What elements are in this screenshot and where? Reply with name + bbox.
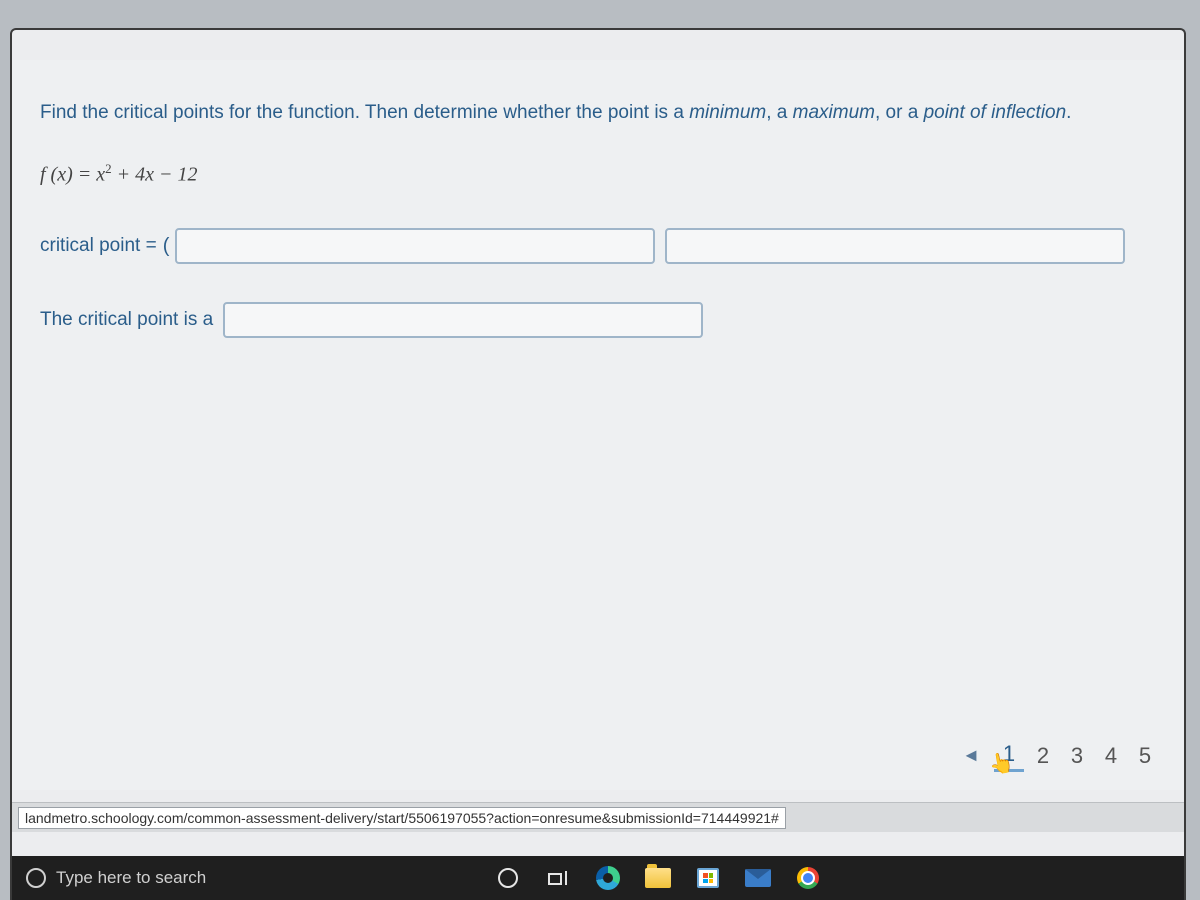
pager-page-4[interactable]: 4 <box>1096 741 1126 771</box>
taskbar-search-placeholder: Type here to search <box>56 868 206 888</box>
windows-taskbar: Type here to search <box>12 856 1184 900</box>
eqn-lhs: f (x) = <box>40 163 96 185</box>
question-panel: Find the critical points for the functio… <box>12 60 1184 790</box>
function-equation: f (x) = x2 + 4x − 12 <box>40 161 1156 187</box>
task-view-button[interactable] <box>534 858 582 898</box>
term-inflection: point of inflection <box>924 102 1067 123</box>
classification-input[interactable] <box>223 302 703 338</box>
term-minimum: minimum <box>689 102 766 123</box>
file-explorer-button[interactable] <box>634 858 682 898</box>
critical-point-x-input[interactable] <box>175 228 655 264</box>
status-url: landmetro.schoology.com/common-assessmen… <box>18 807 786 829</box>
cortana-icon <box>498 868 518 888</box>
chrome-button[interactable] <box>784 858 832 898</box>
mail-icon <box>745 869 771 887</box>
microsoft-store-button[interactable] <box>684 858 732 898</box>
pager-page-5[interactable]: 5 <box>1130 741 1160 771</box>
search-icon <box>26 868 46 888</box>
critical-point-row: critical point = ( <box>40 228 1156 264</box>
pager-prev-button[interactable]: ◄ <box>952 741 990 770</box>
edge-icon <box>596 866 620 890</box>
term-maximum: maximum <box>793 102 875 123</box>
critical-point-label: critical point = <box>40 235 157 257</box>
question-prompt: Find the critical points for the functio… <box>40 100 1156 127</box>
pager-page-1[interactable]: 1 <box>994 739 1024 772</box>
mail-button[interactable] <box>734 858 782 898</box>
classification-row: The critical point is a <box>40 302 1156 338</box>
question-pager: ◄ 1 2 3 4 5 👆 <box>952 739 1160 772</box>
edge-button[interactable] <box>584 858 632 898</box>
prompt-text: Find the critical points for the functio… <box>40 102 689 123</box>
chrome-icon <box>797 867 819 889</box>
taskbar-search[interactable]: Type here to search <box>16 860 220 896</box>
folder-icon <box>645 868 671 888</box>
store-icon <box>697 868 719 888</box>
sep2: , or a <box>875 102 924 123</box>
pager-page-3[interactable]: 3 <box>1062 741 1092 771</box>
browser-status-bar: landmetro.schoology.com/common-assessmen… <box>12 802 1184 832</box>
cortana-button[interactable] <box>484 858 532 898</box>
task-view-icon <box>548 871 569 885</box>
classification-label: The critical point is a <box>40 309 213 331</box>
pager-page-2[interactable]: 2 <box>1028 741 1058 771</box>
sep1: , a <box>766 102 792 123</box>
eqn-tail: + 4x − 12 <box>112 163 198 185</box>
app-window: Find the critical points for the functio… <box>10 28 1186 900</box>
critical-point-y-input[interactable] <box>665 228 1125 264</box>
prompt-period: . <box>1066 102 1071 123</box>
open-paren: ( <box>163 235 170 258</box>
eqn-x: x <box>96 163 105 185</box>
